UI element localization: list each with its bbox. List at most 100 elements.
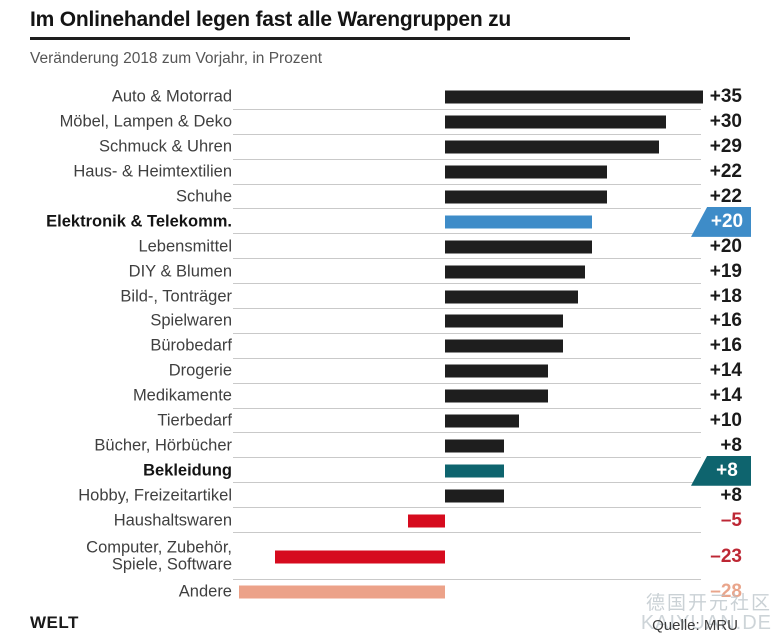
chart-row: Haus- & Heimtextilien +22 (0, 160, 780, 185)
value-bar (275, 550, 445, 564)
row-separator-line (233, 233, 701, 235)
chart-row: Möbel, Lampen & Deko +30 (0, 110, 780, 135)
row-separator-line (233, 308, 701, 310)
value-bar (445, 115, 667, 129)
row-separator-line (233, 382, 701, 384)
value-bar (238, 585, 445, 599)
category-label: Bürobedarf (150, 336, 232, 355)
chart-row: Drogerie +14 (0, 359, 780, 384)
category-label: Bekleidung (143, 461, 232, 480)
row-separator-line (233, 432, 701, 434)
value-bar (445, 339, 563, 353)
category-label: Auto & Motorrad (111, 87, 232, 106)
chart-row: Schuhe +22 (0, 185, 780, 210)
value-label: +8 (720, 484, 742, 506)
value-label: +16 (709, 310, 742, 332)
category-label: Spielwaren (150, 311, 232, 330)
highlight-value-tag: +20 (691, 206, 751, 237)
value-label: +10 (709, 410, 742, 432)
value-bar (408, 514, 445, 528)
value-label: +19 (709, 260, 742, 282)
value-bar (445, 364, 549, 378)
chart-row: Tierbedarf +10 (0, 409, 780, 434)
value-bar (445, 215, 593, 229)
value-label: +8 (720, 434, 742, 456)
value-bar (445, 90, 703, 104)
row-separator-line (233, 332, 701, 334)
row-separator-line (233, 357, 701, 359)
category-label: Medikamente (132, 386, 232, 405)
value-bar (445, 265, 586, 279)
value-bar (445, 165, 608, 179)
welt-logo: WELT (30, 613, 79, 632)
value-label: +30 (709, 111, 742, 133)
value-label: +22 (709, 161, 742, 183)
value-label: +18 (709, 285, 742, 307)
bar-chart: Auto & Motorrad +35 Möbel, Lampen & Deko +3… (0, 85, 780, 605)
category-label: Hobby, Freizeitartikel (78, 485, 232, 504)
category-label: Drogerie (168, 361, 232, 380)
row-separator-line (233, 482, 701, 484)
value-label: +14 (709, 360, 742, 382)
value-label: +22 (709, 186, 742, 207)
row-separator-line (233, 457, 701, 459)
title-underline (30, 37, 630, 40)
category-label: Schmuck & Uhren (99, 137, 232, 156)
category-label: Bild-, Tonträger (120, 286, 232, 305)
category-label: Bücher, Hörbücher (94, 436, 232, 455)
row-separator-line (233, 407, 701, 409)
chart-row: Schmuck & Uhren +29 (0, 135, 780, 160)
category-label: Möbel, Lampen & Deko (59, 112, 232, 131)
chart-title: Im Onlinehandel legen fast alle Warengru… (30, 8, 512, 31)
category-label: Elektronik & Telekomm. (46, 212, 232, 231)
chart-row: Bild-, Tonträger +18 (0, 284, 780, 310)
chart-row: Bürobedarf +16 (0, 334, 780, 359)
chart-row: Lebensmittel +20 (0, 234, 780, 260)
value-label: –23 (710, 545, 742, 567)
row-separator-line (233, 108, 701, 110)
value-bar (445, 290, 578, 304)
value-bar (445, 140, 659, 154)
row-separator-line (233, 283, 701, 285)
row-separator-line (233, 183, 701, 185)
value-bar (445, 414, 519, 428)
watermark-cjk-text: 德国开元社区 (645, 593, 772, 614)
chart-row: Computer, Zubehör, Spiele, Software –23 (0, 533, 780, 581)
chart-row: Elektronik & Telekomm. +20 (0, 206, 780, 237)
row-separator-line (233, 532, 701, 534)
row-separator-line (233, 133, 701, 135)
category-label: Haushaltswaren (113, 510, 232, 529)
row-separator-line (233, 158, 701, 160)
value-bar (445, 464, 504, 478)
category-label: Andere (178, 582, 232, 601)
category-label: Lebensmittel (138, 237, 232, 256)
category-label: Computer, Zubehör, Spiele, Software (86, 538, 232, 574)
chart-row: DIY & Blumen +19 (0, 259, 780, 285)
value-label: +14 (709, 385, 742, 407)
watermark-domain-text: KAIYUAN.DE (640, 612, 772, 634)
value-bar (445, 190, 608, 204)
value-bar (445, 439, 504, 453)
value-label: –5 (720, 509, 742, 531)
chart-row: Bekleidung +8 (0, 455, 780, 486)
chart-subtitle: Veränderung 2018 zum Vorjahr, in Prozent (30, 50, 323, 67)
value-label: –28 (710, 581, 742, 603)
category-label: Schuhe (176, 187, 232, 206)
chart-row: Andere –28 (0, 580, 780, 605)
value-label: +35 (709, 86, 742, 108)
value-bar (445, 489, 504, 503)
row-separator-line (233, 507, 701, 509)
chart-row: Hobby, Freizeitartikel +8 (0, 483, 780, 509)
category-label: Tierbedarf (157, 411, 232, 430)
category-label: Haus- & Heimtextilien (73, 162, 232, 181)
chart-row: Bücher, Hörbücher +8 (0, 433, 780, 459)
chart-row: Spielwaren +16 (0, 309, 780, 334)
value-bar (445, 314, 563, 328)
chart-row: Medikamente +14 (0, 384, 780, 409)
row-separator-line (233, 258, 701, 260)
row-separator-line (233, 579, 701, 581)
row-separator-line (233, 208, 701, 210)
value-bar (445, 240, 593, 254)
value-label: +16 (709, 335, 742, 357)
